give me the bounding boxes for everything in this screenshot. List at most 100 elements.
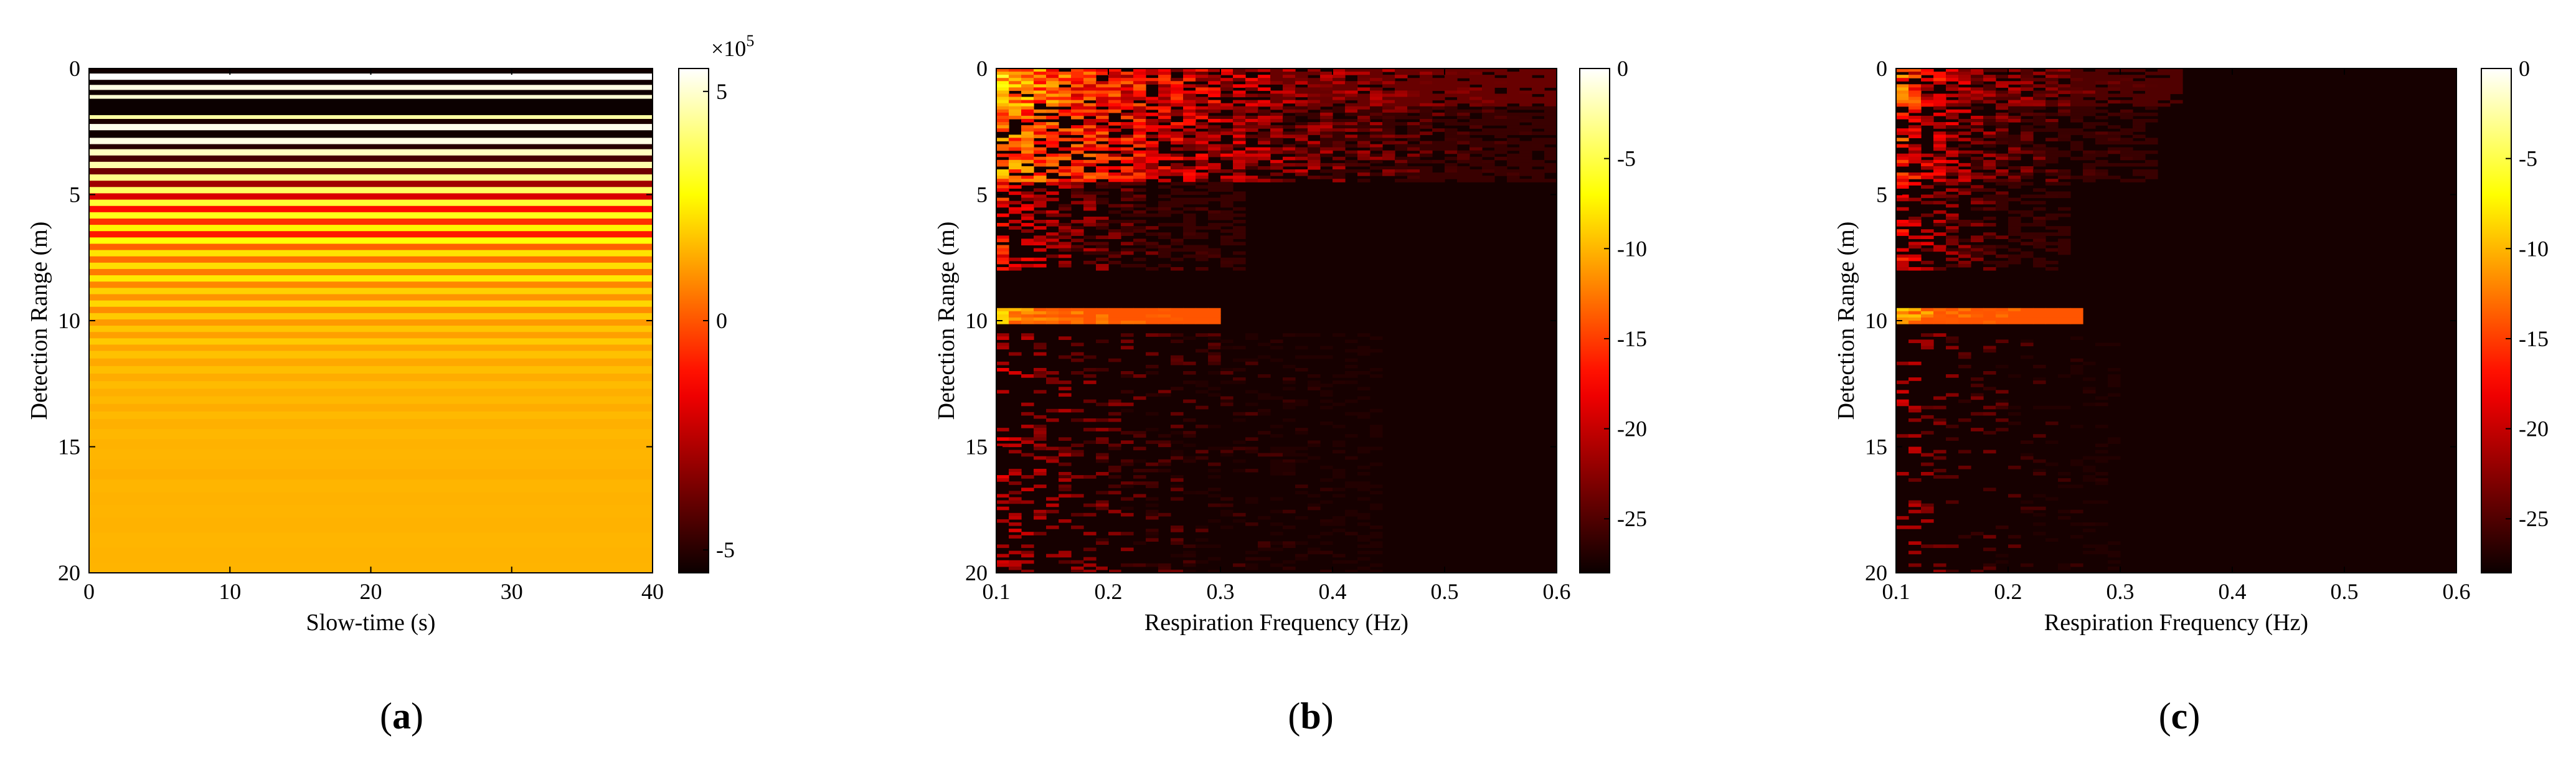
heatmap-cell [1071, 68, 1084, 72]
heatmap-cell [1034, 210, 1047, 214]
heatmap-cell [1946, 138, 1959, 142]
heatmap-cell [1908, 245, 1922, 249]
heatmap-cell [1133, 220, 1146, 224]
heatmap-cell [1183, 156, 1196, 161]
heatmap-cell [2108, 68, 2121, 72]
heatmap-cell [1121, 333, 1134, 337]
heatmap-cell [2045, 182, 2059, 186]
heatmap-cell [1034, 242, 1047, 246]
heatmap-cell [1958, 179, 1971, 182]
heatmap-cell [2070, 321, 2083, 324]
heatmap-cell [1083, 90, 1097, 95]
heatmap-cell [2058, 238, 2071, 243]
heatmap-cell [1283, 459, 1296, 463]
heatmap-row [89, 300, 653, 308]
heatmap-cell [1034, 226, 1047, 230]
heatmap-cell [1258, 109, 1271, 113]
heatmap-cell [2145, 100, 2158, 104]
heatmap-cell [1183, 141, 1196, 145]
heatmap-cell [1108, 97, 1121, 101]
heatmap-cell [1196, 232, 1209, 236]
heatmap-cell [1320, 176, 1333, 179]
heatmap-row [89, 98, 653, 116]
heatmap-cell [2145, 84, 2158, 88]
heatmap-cell [1933, 223, 1946, 227]
heatmap-cell [1432, 141, 1445, 145]
heatmap-cell [1896, 266, 1909, 271]
heatmap-cell [1908, 106, 1922, 110]
heatmap-cell [2170, 78, 2183, 82]
heatmap-cell [1295, 78, 1308, 82]
heatmap-cell [1233, 84, 1246, 88]
heatmap-cell [1908, 339, 1922, 344]
heatmap-row [89, 306, 653, 314]
heatmap-row [89, 275, 653, 282]
heatmap-cell [1009, 163, 1022, 167]
heatmap-cell [1308, 440, 1321, 445]
heatmap-cell [1996, 390, 2009, 394]
heatmap-row [89, 243, 653, 251]
heatmap-cell [2070, 87, 2083, 92]
heatmap-cell [1245, 163, 1258, 167]
heatmap-cell [1096, 314, 1109, 318]
heatmap-cell [1432, 144, 1445, 148]
heatmap-cell [1921, 519, 1934, 523]
heatmap-cell [2120, 81, 2133, 85]
heatmap-cell [1494, 134, 1507, 138]
heatmap-cell [1196, 72, 1209, 75]
heatmap-cell [1009, 72, 1022, 75]
heatmap-cell [1009, 176, 1022, 179]
heatmap-cell [1345, 138, 1358, 142]
heatmap-cell [2083, 550, 2096, 555]
heatmap-cell [2095, 134, 2108, 138]
heatmap-cell [1158, 185, 1171, 189]
heatmap-cell [1983, 144, 1996, 148]
heatmap-cell [2133, 100, 2146, 104]
heatmap-cell [1021, 333, 1034, 337]
heatmap-cell [1208, 393, 1221, 397]
heatmap-cell [1220, 402, 1234, 407]
heatmap-cell [2033, 207, 2046, 211]
heatmap-cell [1021, 412, 1034, 416]
x-tick-label: 0.5 [1431, 579, 1459, 604]
heatmap-cell [2070, 141, 2083, 145]
heatmap-cell [1171, 257, 1184, 262]
heatmap-cell [1071, 512, 1084, 517]
caption-open-paren: ( [2159, 695, 2171, 737]
heatmap-cell [1908, 408, 1922, 413]
heatmap-cell [2033, 260, 2046, 265]
heatmap-cell [1046, 179, 1059, 182]
heatmap-cell [1544, 125, 1557, 129]
heatmap-cell [1220, 115, 1234, 120]
heatmap-cell [2095, 97, 2108, 101]
heatmap-cell [1220, 235, 1234, 239]
heatmap-cell [1983, 207, 1996, 211]
heatmap-cell [1908, 361, 1922, 365]
heatmap-cell [1245, 156, 1258, 161]
heatmap-cell [1345, 512, 1358, 517]
heatmap-cell [1146, 72, 1159, 75]
heatmap-cell [1096, 200, 1109, 205]
heatmap-cell [1071, 163, 1084, 167]
heatmap-cell [1933, 169, 1946, 173]
heatmap-cell [2045, 497, 2059, 501]
heatmap-cell [1046, 232, 1059, 236]
heatmap-cell [1146, 78, 1159, 82]
heatmap-cell [1896, 112, 1909, 116]
heatmap-cell [1034, 321, 1047, 324]
heatmap-cell [1544, 147, 1557, 151]
heatmap-cell [1395, 166, 1408, 170]
heatmap-cell [1021, 119, 1034, 123]
heatmap-cell [1946, 204, 1959, 208]
heatmap-cell [1921, 163, 1934, 167]
heatmap-cell [2021, 169, 2034, 173]
heatmap-cell [1544, 169, 1557, 173]
heatmap-cell [1333, 93, 1346, 98]
heatmap-cell [1996, 68, 2009, 72]
heatmap-cell [1958, 176, 1971, 179]
heatmap-cell [2095, 450, 2108, 454]
heatmap-cell [1108, 260, 1121, 265]
heatmap-cell [1971, 176, 1984, 179]
heatmap-cell [1482, 90, 1495, 95]
heatmap-cell [1121, 179, 1134, 182]
